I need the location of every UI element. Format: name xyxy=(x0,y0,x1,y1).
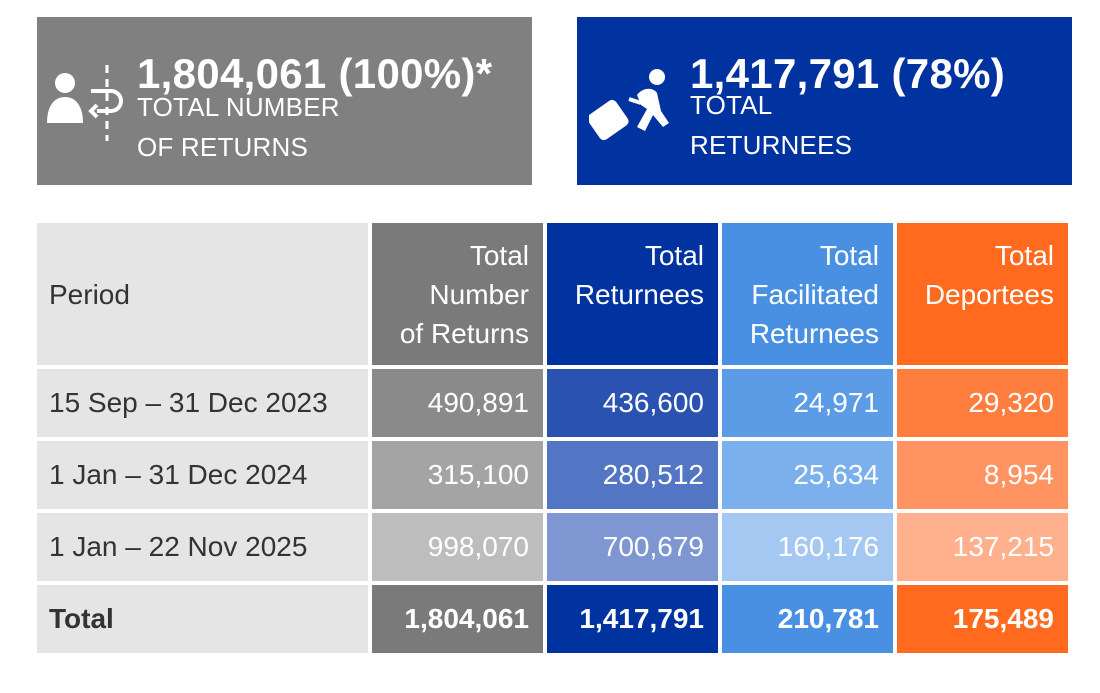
returnees-label-line1: TOTAL xyxy=(690,90,773,120)
table-row: 1 Jan – 31 Dec 2024 315,100 280,512 25,6… xyxy=(37,441,1068,509)
cell-facilitated: 24,971 xyxy=(722,369,893,437)
returnees-value: 1,417,791 (78%) xyxy=(690,50,1006,97)
cell-total-label: Total xyxy=(37,585,368,653)
header-facilitated-returnees: Total Facilitated Returnees xyxy=(722,223,893,365)
cell-deportees: 29,320 xyxy=(897,369,1068,437)
returns-table: Period Total Number of Returns Total Ret… xyxy=(33,219,1072,657)
person-return-icon xyxy=(45,65,130,150)
returns-label-line2: OF RETURNS xyxy=(137,132,308,162)
traveler-luggage-icon xyxy=(587,67,674,152)
cell-period: 1 Jan – 22 Nov 2025 xyxy=(37,513,368,581)
cell-facilitated: 25,634 xyxy=(722,441,893,509)
returnees-label: TOTAL RETURNEES xyxy=(690,85,852,165)
header-period: Period xyxy=(37,223,368,365)
header-total-returnees: Total Returnees xyxy=(547,223,718,365)
returnees-label-line2: RETURNEES xyxy=(690,130,853,160)
table-row: 15 Sep – 31 Dec 2023 490,891 436,600 24,… xyxy=(37,369,1068,437)
cell-returns: 315,100 xyxy=(372,441,543,509)
cell-deportees: 137,215 xyxy=(897,513,1068,581)
table-total-row: Total 1,804,061 1,417,791 210,781 175,48… xyxy=(37,585,1068,653)
returns-value: 1,804,061 (100%)* xyxy=(137,50,493,97)
cell-returnees: 280,512 xyxy=(547,441,718,509)
table-row: 1 Jan – 22 Nov 2025 998,070 700,679 160,… xyxy=(37,513,1068,581)
returns-label: TOTAL NUMBER OF RETURNS xyxy=(137,87,340,167)
cell-deportees: 8,954 xyxy=(897,441,1068,509)
cell-returnees: 700,679 xyxy=(547,513,718,581)
cell-returns: 490,891 xyxy=(372,369,543,437)
cell-facilitated: 160,176 xyxy=(722,513,893,581)
returns-label-line1: TOTAL NUMBER xyxy=(137,92,340,122)
header-total-deportees: Total Deportees xyxy=(897,223,1068,365)
total-returns-card: 1,804,061 (100%)* TOTAL NUMBER OF RETURN… xyxy=(37,17,532,185)
cell-returns: 998,070 xyxy=(372,513,543,581)
cell-total-deportees: 175,489 xyxy=(897,585,1068,653)
cell-period: 15 Sep – 31 Dec 2023 xyxy=(37,369,368,437)
cell-returnees: 436,600 xyxy=(547,369,718,437)
cell-total-returnees: 1,417,791 xyxy=(547,585,718,653)
header-total-returns: Total Number of Returns xyxy=(372,223,543,365)
cell-period: 1 Jan – 31 Dec 2024 xyxy=(37,441,368,509)
table-header-row: Period Total Number of Returns Total Ret… xyxy=(37,223,1068,365)
cell-total-returns: 1,804,061 xyxy=(372,585,543,653)
cell-total-facilitated: 210,781 xyxy=(722,585,893,653)
total-returnees-card: 1,417,791 (78%) TOTAL RETURNEES xyxy=(577,17,1072,185)
